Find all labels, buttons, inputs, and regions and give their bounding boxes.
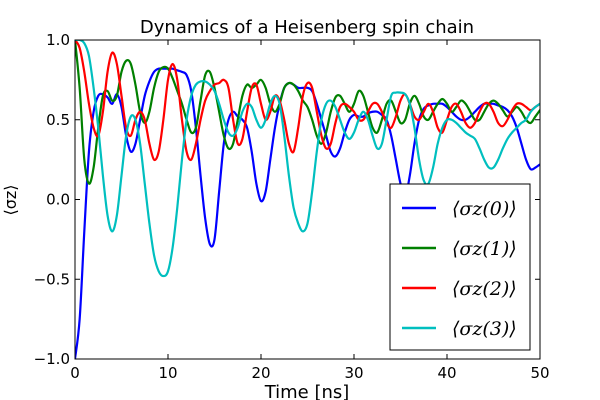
legend-label-1: ⟨σz(1)⟩ bbox=[452, 238, 517, 260]
legend-box bbox=[389, 183, 531, 351]
x-tick-label: 0 bbox=[70, 364, 80, 382]
chart-title: Dynamics of a Heisenberg spin chain bbox=[140, 17, 474, 38]
legend-label-2: ⟨σz(2)⟩ bbox=[452, 278, 517, 300]
y-tick-label: 0.5 bbox=[46, 111, 70, 129]
y-tick-label: −0.5 bbox=[34, 270, 70, 288]
x-axis-ticks: 0 10 20 30 40 50 bbox=[70, 40, 550, 382]
series-layer bbox=[75, 40, 540, 359]
series-line-3 bbox=[75, 40, 540, 278]
series-line-1 bbox=[75, 40, 540, 185]
x-tick-label: 40 bbox=[437, 364, 456, 382]
x-tick-label: 20 bbox=[251, 364, 270, 382]
y-axis-ticks: −1.0 −0.5 0.0 0.5 1.0 bbox=[34, 31, 540, 368]
y-axis-label: ⟨σz⟩ bbox=[1, 184, 20, 215]
legend-label-0: ⟨σz(0)⟩ bbox=[452, 198, 517, 220]
y-tick-label: 0.0 bbox=[46, 191, 70, 209]
series-line-0 bbox=[75, 67, 540, 359]
x-axis-label: Time [ns] bbox=[264, 382, 350, 400]
x-tick-label: 10 bbox=[158, 364, 177, 382]
legend-label-3: ⟨σz(3)⟩ bbox=[452, 318, 517, 340]
x-tick-label: 50 bbox=[530, 364, 549, 382]
y-tick-label: 1.0 bbox=[46, 31, 70, 49]
y-tick-label: −1.0 bbox=[34, 350, 70, 368]
series-line-2 bbox=[75, 40, 540, 162]
x-tick-label: 30 bbox=[344, 364, 363, 382]
legend: ⟨σz(0)⟩ ⟨σz(1)⟩ ⟨σz(2)⟩ ⟨σz(3)⟩ bbox=[389, 183, 531, 351]
